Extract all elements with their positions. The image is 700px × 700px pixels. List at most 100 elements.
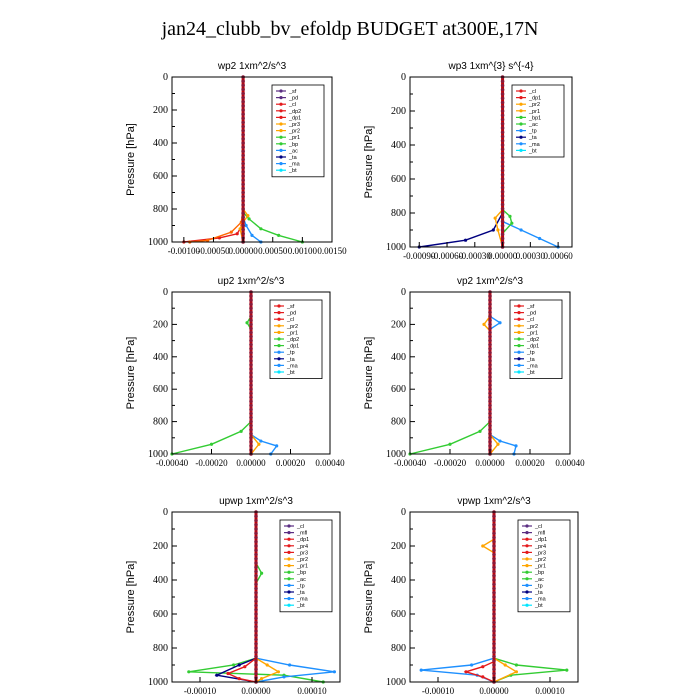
x-tick-label-4-2: -0.00020 — [434, 458, 467, 468]
zero-line-marker-6-300 — [492, 561, 496, 565]
zero-line-marker-5-625 — [254, 616, 258, 621]
zero-line-marker-3-525 — [249, 375, 253, 379]
zero-line-marker-2-75 — [500, 87, 505, 92]
zero-line-marker-4-800 — [488, 419, 492, 424]
legend-swatch-marker-4-11 — [517, 370, 521, 374]
legend-swatch-marker-3-5 — [277, 330, 281, 334]
zero-line-marker-6-100 — [492, 527, 496, 531]
zero-line-marker-3-950 — [249, 444, 253, 448]
zero-line-marker-4-675 — [488, 399, 492, 404]
zero-line-marker-6-825 — [492, 650, 496, 655]
legend-swatch-marker-1-9 — [279, 142, 283, 146]
legend-label-5-13: _bt — [296, 603, 305, 609]
legend-label-4-3: _cl — [526, 317, 534, 323]
zero-line-marker-6-375 — [492, 573, 496, 578]
zero-line-marker-1-800 — [241, 207, 245, 211]
zero-line-marker-3-675 — [249, 399, 253, 404]
zero-line-marker-1-400 — [241, 141, 245, 145]
zero-line-marker-6-325 — [492, 565, 496, 570]
zero-line-marker-1-150 — [241, 99, 245, 104]
x-tick-label-2-6: 0.00060 — [543, 251, 573, 261]
zero-line-marker-4-125 — [488, 310, 492, 315]
legend-swatch-marker-3-1 — [277, 304, 281, 308]
legend-label-2-4: _pr1 — [528, 109, 540, 115]
legend-swatch-marker-5-9 — [287, 577, 291, 581]
zero-line-marker-2-250 — [500, 117, 505, 122]
zero-line-marker-6-925 — [492, 667, 496, 672]
zero-line-marker-3-925 — [249, 440, 253, 444]
legend-swatch-marker-3-3 — [277, 317, 281, 321]
series-point-4-3-6 — [496, 442, 500, 446]
zero-line-marker-1-750 — [241, 198, 245, 203]
x-tick-label-5-1: -0.00010 — [184, 686, 217, 696]
series-point-3-1-7 — [209, 442, 214, 446]
zero-line-marker-4-575 — [488, 383, 492, 387]
series-point-2-4-3 — [508, 214, 512, 218]
zero-line-marker-2-600 — [500, 177, 505, 181]
legend-swatch-marker-1-6 — [279, 122, 283, 126]
zero-line-marker-2-625 — [500, 181, 505, 186]
legend-label-3-9: _ta — [286, 357, 296, 363]
zero-line-marker-5-375 — [254, 573, 258, 578]
legend-label-1-2: _pd — [288, 96, 298, 102]
legend-label-3-7: _dp1 — [286, 344, 299, 350]
zero-line-marker-5-75 — [254, 522, 258, 527]
figure-title: jan24_clubb_bv_efoldp BUDGET at300E,17N — [161, 18, 539, 40]
legend-label-5-4: _pr4 — [296, 544, 308, 550]
zero-line-marker-5-575 — [254, 607, 258, 612]
x-tick-label-4-5: 0.00040 — [555, 458, 585, 468]
zero-line-marker-5-775 — [254, 641, 258, 646]
legend-label-4-9: _ta — [526, 357, 536, 363]
series-point-5-2-5 — [282, 675, 286, 679]
zero-line-marker-4-900 — [488, 436, 492, 440]
y-tick-label-1-3: 400 — [153, 138, 168, 149]
zero-line-marker-1-275 — [241, 120, 245, 125]
zero-line-marker-6-500 — [492, 595, 496, 599]
zero-line-marker-1-650 — [241, 182, 245, 187]
y-tick-label-4-1: 0 — [401, 287, 406, 298]
legend-label-3-6: _dp2 — [286, 337, 299, 343]
zero-line-marker-4-425 — [488, 359, 492, 363]
series-point-2-5-4 — [496, 228, 500, 232]
zero-line-marker-1-575 — [241, 170, 245, 174]
zero-line-marker-3-575 — [249, 383, 253, 387]
y-tick-label-2-6: 1000 — [386, 242, 406, 253]
zero-line-marker-4-875 — [488, 431, 492, 436]
y-tick-label-3-1: 0 — [163, 287, 168, 298]
series-line-2-2 — [419, 77, 504, 248]
legend-swatch-marker-6-7 — [525, 564, 529, 568]
zero-line-marker-1-50 — [241, 83, 245, 88]
legend-swatch-marker-6-12 — [525, 597, 529, 601]
zero-line-marker-3-800 — [249, 419, 253, 424]
legend-label-1-5: _dp1 — [288, 115, 301, 121]
y-tick-label-2-1: 0 — [401, 72, 406, 83]
zero-line-marker-2-375 — [500, 138, 505, 143]
x-tick-label-1-5: 0.00100 — [288, 246, 318, 256]
zero-line-marker-6-200 — [492, 544, 496, 548]
series-point-5-3-4 — [215, 673, 219, 677]
zero-line-marker-2-750 — [500, 202, 505, 207]
panel-title-6: vpwp 1xm^2/s^3 — [457, 496, 531, 507]
series-point-1-1-5 — [235, 232, 239, 236]
legend-label-6-10: _tp — [534, 583, 543, 589]
x-tick-label-1-3: 0.00000 — [228, 246, 258, 256]
zero-line-marker-3-550 — [249, 379, 253, 383]
series-point-6-4-6 — [503, 663, 507, 667]
legend-label-6-1: _cl — [534, 524, 542, 530]
zero-line-marker-5-550 — [254, 603, 258, 608]
y-tick-label-1-4: 600 — [153, 171, 168, 182]
panel-title-1: wp2 1xm^2/s^3 — [217, 61, 287, 72]
zero-line-marker-5-925 — [254, 667, 258, 672]
series-point-5-3-3 — [237, 663, 241, 667]
x-tick-label-5-3: 0.00010 — [297, 686, 327, 696]
zero-line-marker-2-150 — [500, 100, 505, 105]
legend-label-6-2: _mfl — [534, 531, 545, 537]
legend-swatch-marker-3-8 — [277, 350, 281, 354]
zero-line-marker-1-825 — [241, 211, 245, 215]
legend-swatch-marker-4-1 — [517, 304, 521, 308]
zero-line-marker-4-25 — [488, 294, 492, 298]
zero-line-marker-4-100 — [488, 306, 492, 311]
zero-line-marker-2-175 — [500, 104, 505, 109]
zero-line-marker-4-950 — [488, 444, 492, 448]
zero-line-marker-6-475 — [492, 590, 496, 595]
